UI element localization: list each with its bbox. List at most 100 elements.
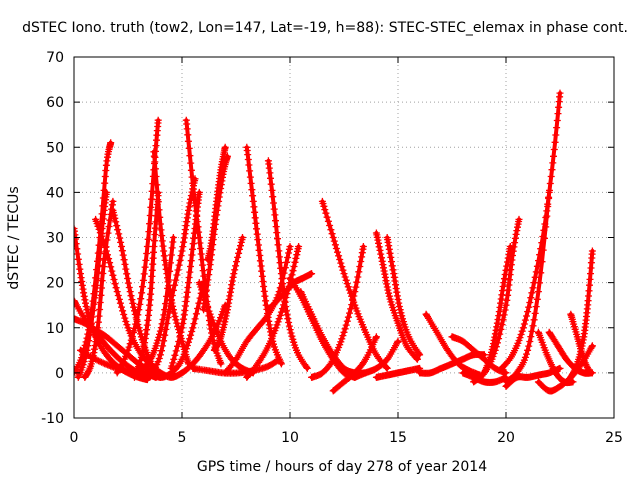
data-point [191,315,199,323]
data-point [235,249,243,257]
data-point [74,250,82,258]
data-point [101,179,109,187]
data-point [518,327,526,335]
data-point [545,188,553,196]
data-point [177,252,185,260]
data-point [208,329,215,337]
data-point [339,332,347,340]
data-point [89,307,97,315]
data-point [122,265,130,273]
data-point [221,315,229,323]
data-point [343,317,351,325]
data-point [203,281,211,289]
data-point [282,307,290,315]
data-point [524,308,532,316]
data-point [95,312,103,320]
data-point [556,89,564,97]
data-point [179,243,187,251]
y-tick-label: -10 [41,411,64,427]
data-point [280,301,288,309]
data-point [132,320,140,328]
data-point [239,234,246,241]
data-point [96,306,104,313]
data-point [570,368,578,376]
data-point [397,309,405,317]
data-series [81,197,117,381]
axes: 0 5 10 15 20 25 -10 0 10 20 30 40 50 60 70 [41,50,623,446]
data-point [285,322,293,330]
data-point [190,320,198,328]
data-point [151,231,159,238]
data-point [494,316,502,323]
data-point [156,220,164,228]
data-point [129,299,137,307]
data-point [146,212,154,219]
data-point [75,260,83,268]
data-point [94,318,102,326]
data-point [124,279,132,287]
data-series [422,310,484,379]
data-series [498,89,564,372]
data-point [501,275,508,283]
data-point [193,218,201,225]
data-point [151,165,159,173]
data-point [84,368,92,375]
data-point [98,232,106,240]
data-point [185,206,192,214]
data-point [74,255,82,263]
data-point [353,278,361,286]
data-point [100,240,108,248]
data-point [147,203,155,211]
data-point [79,361,87,369]
data-point [109,271,117,279]
data-point [262,301,270,309]
data-point [275,315,283,323]
data-point [377,250,385,258]
data-point [230,270,238,278]
x-tick-label: 5 [178,430,187,446]
data-point [88,313,96,321]
data-point [513,227,521,235]
data-point [228,281,236,289]
data-point [521,353,529,361]
data-point [226,292,234,300]
data-point [171,313,179,320]
data-point [91,345,98,353]
data-point [149,254,157,262]
data-point [246,167,254,175]
data-point [273,321,281,329]
data-point [250,203,258,211]
data-point [154,189,161,197]
data-point [161,256,169,264]
data-point [196,239,204,247]
data-point [490,336,498,344]
data-point [394,337,402,345]
data-point [84,342,92,350]
data-point [169,286,177,294]
data-point [277,308,285,316]
data-point [292,254,300,262]
data-point [521,316,529,324]
data-point [121,260,129,268]
data-point [171,281,179,289]
data-point [186,335,194,343]
data-point [204,276,212,284]
data-point [93,275,101,283]
data-point [184,137,192,145]
data-point [112,284,120,292]
data-point [83,306,91,314]
data-point [348,301,356,309]
data-point [147,284,155,292]
data-point [116,299,124,307]
x-tick-label: 20 [497,430,515,446]
data-point [293,251,301,259]
data-point [247,179,255,187]
data-point [276,312,284,319]
data-point [504,254,512,262]
data-point [327,226,335,234]
data-point [138,350,146,358]
data-point [156,330,163,338]
data-point [135,306,143,314]
data-point [385,245,393,253]
plot-frame [73,56,615,419]
